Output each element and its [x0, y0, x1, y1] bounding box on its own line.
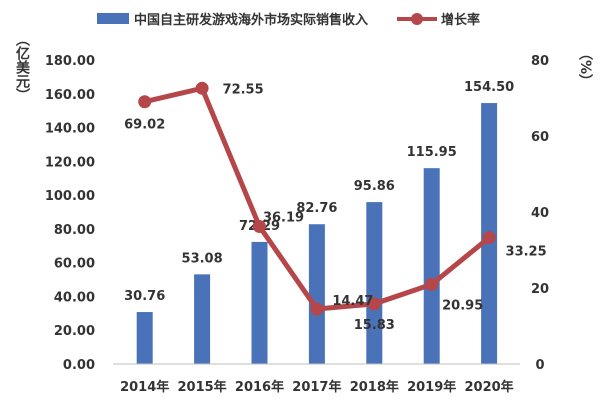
left-tick-label: 120.00	[45, 155, 95, 170]
legend-swatch-bar	[97, 13, 129, 24]
right-tick-label: 20	[531, 282, 549, 297]
bar-data-label: 115.95	[407, 145, 457, 160]
bar	[423, 168, 440, 364]
line-marker	[482, 231, 496, 245]
x-tick-label: 2020年	[465, 379, 514, 395]
left-tick-label: 0.00	[63, 358, 95, 373]
line-marker	[425, 277, 439, 291]
line-marker	[310, 302, 324, 316]
legend-label-bar: 中国自主研发游戏海外市场实际销售收入	[134, 12, 368, 28]
left-tick-label: 40.00	[54, 290, 95, 305]
left-tick-label: 20.00	[54, 324, 95, 339]
line-marker	[195, 81, 209, 95]
x-tick-label: 2016年	[235, 379, 284, 395]
legend-swatch-marker	[411, 13, 423, 25]
right-tick-label: 40	[531, 206, 549, 221]
right-tick-label: 0	[535, 358, 544, 373]
bar-data-label: 30.76	[124, 289, 165, 304]
right-tick-label: 80	[531, 54, 549, 69]
left-tick-label: 100.00	[45, 189, 95, 204]
x-axis-ticks: 2014年 2015年 2016年 2017年 2018年 2019年 2020年	[120, 379, 514, 395]
left-tick-label: 60.00	[54, 257, 95, 272]
legend-label-line: 增长率	[441, 12, 480, 28]
line-data-labels: 69.02 72.55 36.19 14.47 15.83 20.95 33.25	[124, 82, 547, 333]
left-tick-label: 180.00	[45, 54, 95, 69]
x-tick-label: 2014年	[120, 379, 169, 395]
line-data-label: 36.19	[263, 210, 304, 225]
right-tick-label: 60	[531, 130, 549, 145]
line-marker	[253, 219, 266, 233]
legend: 中国自主研发游戏海外市场实际销售收入 增长率	[97, 12, 480, 28]
bar-series	[136, 103, 498, 365]
x-tick-label: 2018年	[350, 379, 399, 395]
line-data-label: 15.83	[354, 318, 395, 333]
bar-data-label: 154.50	[464, 80, 514, 95]
line-data-label: 20.95	[442, 298, 483, 313]
right-axis-ticks: 0 20 40 60 80	[531, 54, 549, 373]
left-tick-label: 140.00	[45, 122, 95, 137]
bar	[308, 224, 325, 364]
bar	[136, 312, 153, 364]
line-marker	[367, 297, 381, 311]
line-data-label: 69.02	[124, 118, 165, 133]
x-tick-label: 2017年	[292, 379, 341, 395]
line-data-label: 33.25	[506, 245, 547, 260]
bar	[366, 202, 383, 364]
bar	[194, 274, 211, 364]
left-tick-label: 160.00	[45, 88, 95, 103]
line-marker	[138, 95, 152, 109]
bar-data-label: 95.86	[354, 179, 395, 194]
right-axis-unit: （%）	[577, 46, 594, 88]
bar-data-label: 53.08	[182, 251, 223, 266]
x-tick-label: 2019年	[407, 379, 456, 395]
bar	[251, 241, 268, 364]
x-tick-label: 2015年	[178, 379, 227, 395]
left-axis-unit: （亿美元）	[14, 32, 31, 102]
line-series	[138, 81, 496, 316]
line-data-label: 14.47	[332, 294, 373, 309]
bar-data-label: 82.76	[296, 201, 337, 216]
left-tick-label: 80.00	[54, 223, 95, 238]
left-axis-ticks: 0.00 20.00 40.00 60.00 80.00 100.00 120.00 140.…	[45, 54, 95, 373]
line-data-label: 72.55	[223, 82, 264, 97]
